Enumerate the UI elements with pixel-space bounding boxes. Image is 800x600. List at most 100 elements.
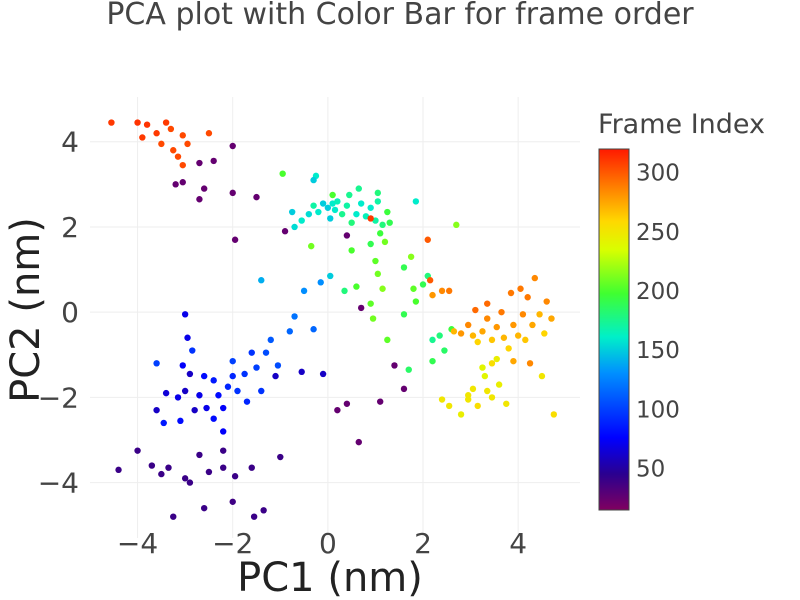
data-point [386, 219, 393, 226]
data-point [191, 406, 198, 414]
data-point [329, 200, 336, 207]
data-point [243, 398, 251, 405]
colorbar-gradient [598, 148, 630, 511]
data-point [200, 185, 208, 192]
y-tick-label: 0 [61, 296, 79, 329]
data-point [134, 447, 141, 454]
data-point [353, 283, 360, 290]
data-point [410, 285, 417, 292]
data-point [317, 279, 324, 286]
data-point [484, 387, 491, 395]
data-point [526, 360, 534, 367]
data-point [298, 217, 305, 224]
data-point [438, 396, 446, 403]
data-point [300, 287, 308, 295]
data-point [234, 387, 241, 395]
data-point [196, 392, 203, 399]
data-point [224, 383, 232, 390]
data-point [165, 464, 172, 471]
data-point [210, 377, 217, 384]
data-point [327, 272, 334, 280]
data-point [220, 428, 227, 435]
data-point [372, 217, 379, 224]
data-point [229, 189, 236, 197]
data-point [550, 411, 558, 418]
data-point [543, 298, 550, 305]
data-point [536, 311, 543, 318]
data-point [457, 411, 465, 418]
data-point [445, 402, 453, 410]
data-points [108, 119, 558, 520]
data-point [229, 142, 236, 150]
data-point [327, 215, 334, 222]
data-point [134, 119, 141, 126]
data-point [215, 392, 222, 399]
data-point [488, 394, 496, 401]
data-point [115, 466, 122, 474]
data-point [503, 400, 510, 407]
data-point [179, 362, 186, 369]
data-point [220, 464, 227, 471]
data-point [445, 287, 453, 295]
data-point [160, 419, 167, 427]
data-point [517, 285, 524, 292]
data-point [196, 196, 203, 203]
data-point [531, 274, 539, 282]
data-point [381, 238, 389, 246]
data-point [291, 313, 298, 320]
data-point [405, 366, 412, 373]
data-point [379, 221, 386, 229]
data-point [286, 328, 294, 335]
data-point [548, 315, 555, 322]
data-point [436, 332, 443, 339]
data-point [177, 417, 184, 425]
data-point [529, 321, 536, 329]
data-point [210, 415, 217, 422]
data-point [205, 468, 213, 476]
data-point [374, 189, 382, 197]
data-point [310, 326, 317, 333]
colorbar-tick-label: 50 [636, 457, 665, 483]
y-axis-ticks: −4 −2 0 2 4 [38, 126, 79, 500]
data-point [196, 451, 203, 459]
y-axis-title: PC2 (nm) [3, 217, 49, 403]
data-point [220, 447, 227, 454]
data-point [426, 277, 434, 284]
data-point [438, 287, 446, 295]
data-point [488, 360, 496, 367]
data-point [376, 398, 384, 405]
data-point [253, 364, 260, 371]
data-point [353, 210, 360, 218]
data-point [348, 247, 355, 254]
data-point [369, 315, 377, 322]
data-point [158, 470, 165, 478]
data-point [400, 311, 408, 318]
grid [90, 97, 580, 538]
data-point [400, 385, 408, 393]
y-tick-label: −2 [38, 381, 79, 414]
data-point [172, 181, 179, 188]
data-point [429, 336, 436, 344]
x-tick-label: 0 [319, 527, 337, 560]
data-point [510, 321, 517, 329]
x-tick-label: 2 [414, 527, 432, 560]
data-point [469, 385, 477, 393]
y-tick-label: 2 [61, 211, 79, 244]
data-point [170, 147, 177, 154]
data-point [319, 370, 327, 378]
data-point [346, 191, 353, 199]
data-point [500, 334, 508, 341]
data-point [200, 504, 208, 512]
data-point [355, 185, 362, 192]
data-point [469, 332, 477, 339]
data-point [510, 357, 517, 365]
data-point [429, 357, 436, 365]
data-point [196, 159, 203, 167]
data-point [498, 308, 505, 316]
data-point [384, 336, 391, 344]
data-point [277, 453, 284, 461]
data-point [472, 306, 479, 314]
data-point [174, 394, 182, 401]
data-point [108, 119, 115, 126]
x-tick-label: −4 [117, 527, 158, 560]
